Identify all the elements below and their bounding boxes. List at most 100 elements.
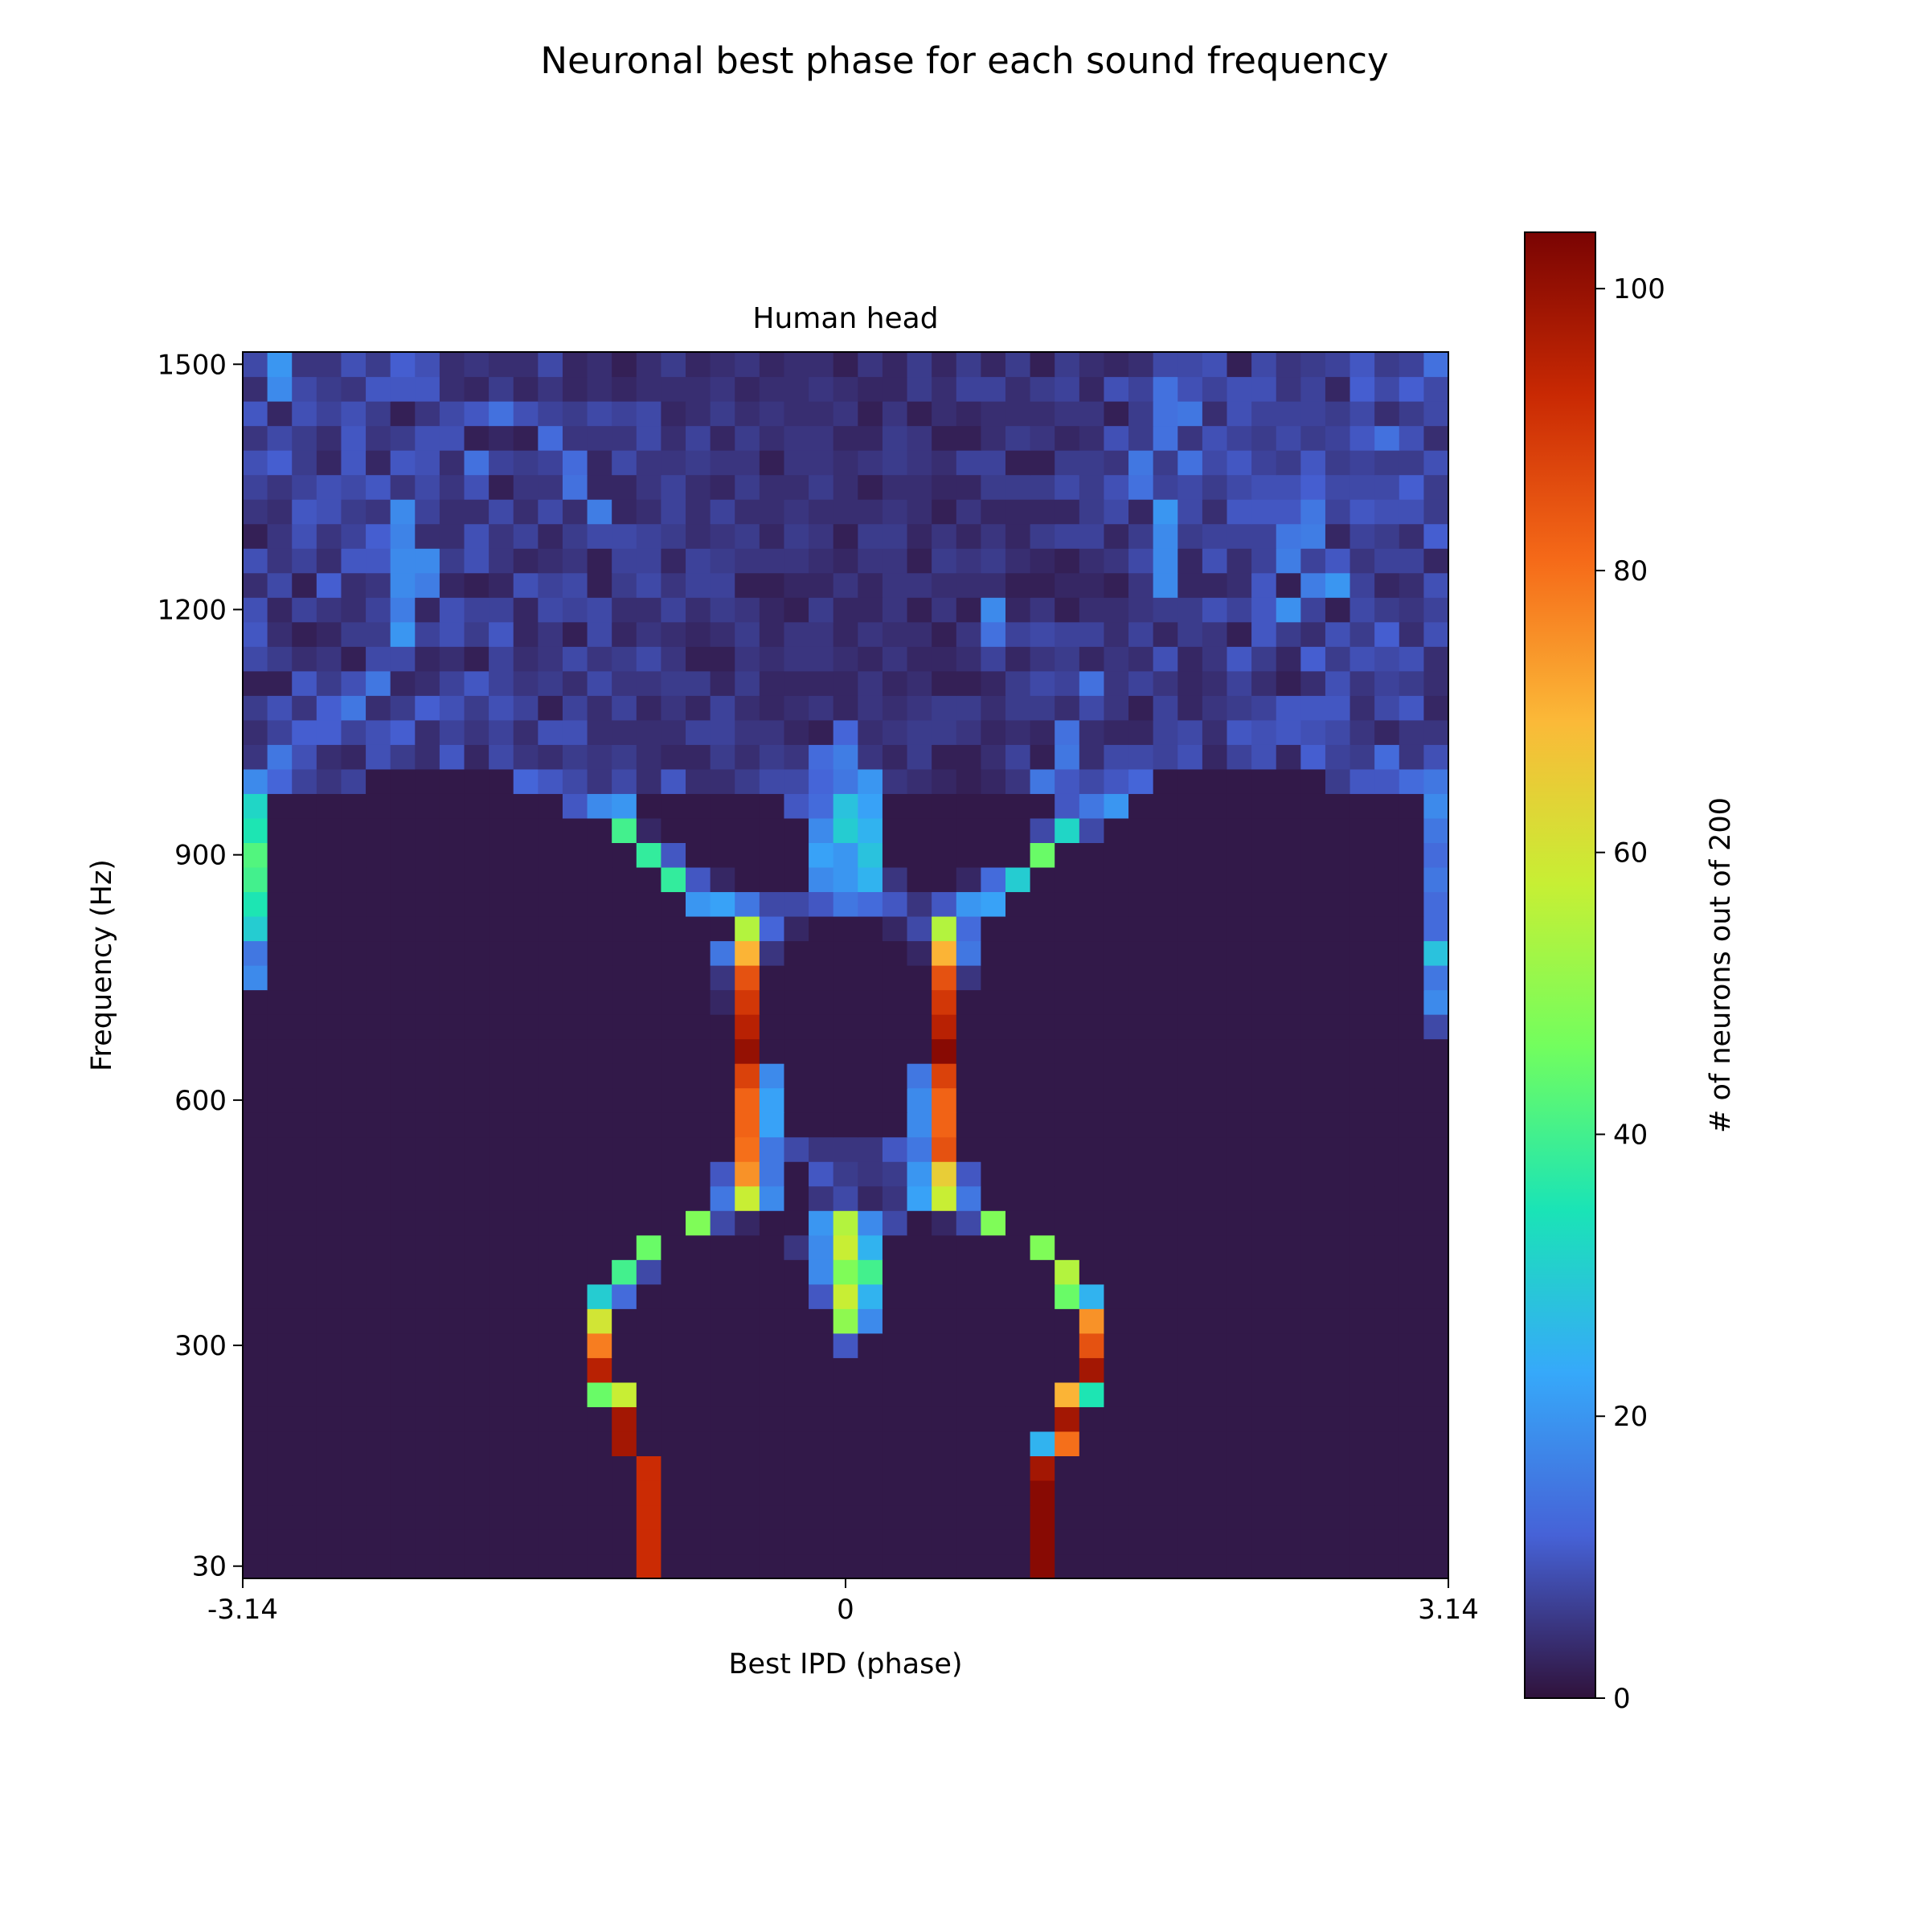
heatmap-cell bbox=[562, 940, 588, 966]
heatmap-cell bbox=[1104, 450, 1129, 476]
heatmap-cell bbox=[710, 1553, 735, 1579]
heatmap-cell bbox=[243, 1161, 268, 1187]
heatmap-cell bbox=[1153, 1185, 1178, 1211]
heatmap-cell bbox=[833, 695, 858, 721]
heatmap-cell bbox=[1349, 572, 1375, 598]
heatmap-cell bbox=[1374, 1381, 1400, 1407]
heatmap-cell bbox=[366, 940, 391, 966]
heatmap-cell bbox=[489, 1553, 514, 1579]
heatmap-cell bbox=[686, 793, 711, 819]
heatmap-cell bbox=[390, 768, 416, 794]
heatmap-cell bbox=[956, 1480, 981, 1506]
heatmap-cell bbox=[562, 1283, 588, 1309]
heatmap-cell bbox=[390, 1553, 416, 1579]
heatmap-cell bbox=[858, 915, 883, 942]
heatmap-cell bbox=[1153, 1283, 1178, 1309]
heatmap-cell bbox=[1128, 474, 1154, 500]
heatmap-cell bbox=[1399, 1185, 1424, 1211]
heatmap-cell bbox=[1177, 1381, 1203, 1407]
heatmap-cell bbox=[1251, 1431, 1277, 1456]
heatmap-cell bbox=[809, 401, 834, 427]
heatmap-cell bbox=[1005, 474, 1031, 500]
heatmap-cell bbox=[636, 1308, 662, 1334]
heatmap-cell bbox=[1055, 474, 1080, 500]
heatmap-cell bbox=[1202, 891, 1228, 917]
heatmap-cell bbox=[661, 1063, 686, 1089]
heatmap-cell bbox=[882, 523, 908, 549]
heatmap-cell bbox=[661, 1038, 686, 1064]
heatmap-cell bbox=[759, 1455, 785, 1481]
heatmap-cell bbox=[562, 474, 588, 500]
heatmap-cell bbox=[759, 989, 785, 1015]
x-tick-label: 0 bbox=[837, 1594, 854, 1626]
heatmap-cell bbox=[292, 940, 317, 966]
heatmap-cell bbox=[612, 548, 637, 574]
heatmap-cell bbox=[1276, 1357, 1301, 1383]
heatmap-cell bbox=[710, 1161, 735, 1187]
heatmap-cell bbox=[1300, 1357, 1326, 1383]
heatmap-cell bbox=[809, 1504, 834, 1530]
heatmap-cell bbox=[784, 1529, 809, 1555]
heatmap-cell bbox=[587, 450, 612, 476]
heatmap-cell bbox=[1423, 1553, 1449, 1579]
heatmap-cell bbox=[1374, 744, 1400, 770]
heatmap-cell bbox=[759, 499, 785, 525]
heatmap-cell bbox=[612, 1431, 637, 1456]
heatmap-cell bbox=[1227, 1136, 1252, 1162]
heatmap-cell bbox=[661, 695, 686, 721]
heatmap-cell bbox=[243, 1308, 268, 1334]
heatmap-cell bbox=[267, 425, 293, 451]
heatmap-cell bbox=[267, 1087, 293, 1113]
heatmap-cell bbox=[858, 1480, 883, 1506]
heatmap-cell bbox=[1423, 1431, 1449, 1456]
heatmap-cell bbox=[292, 744, 317, 770]
heatmap-cell bbox=[981, 940, 1006, 966]
heatmap-cell bbox=[1055, 1504, 1080, 1530]
heatmap-cell bbox=[1423, 965, 1449, 991]
heatmap-cell bbox=[1079, 817, 1105, 843]
heatmap-cell bbox=[1251, 1161, 1277, 1187]
heatmap-cell bbox=[415, 1234, 440, 1260]
heatmap-cell bbox=[1227, 1038, 1252, 1064]
heatmap-cell bbox=[341, 1480, 367, 1506]
y-tick-label: 900 bbox=[174, 840, 227, 872]
heatmap-cell bbox=[390, 572, 416, 598]
heatmap-cell bbox=[1325, 1185, 1351, 1211]
heatmap-cell bbox=[366, 1455, 391, 1481]
heatmap-cell bbox=[1300, 1431, 1326, 1456]
heatmap-cell bbox=[1030, 744, 1055, 770]
heatmap-cell bbox=[1079, 915, 1105, 942]
heatmap-cell bbox=[341, 499, 367, 525]
heatmap-cell bbox=[956, 450, 981, 476]
heatmap-cell bbox=[882, 1406, 908, 1432]
heatmap-cell bbox=[784, 670, 809, 696]
heatmap-cell bbox=[366, 1283, 391, 1309]
heatmap-cell bbox=[882, 1332, 908, 1358]
heatmap-cell bbox=[1423, 1357, 1449, 1383]
heatmap-cell bbox=[1055, 915, 1080, 942]
heatmap-cell bbox=[882, 474, 908, 500]
heatmap-cell bbox=[366, 1406, 391, 1432]
heatmap-cell bbox=[1300, 1161, 1326, 1187]
heatmap-cell bbox=[833, 1234, 858, 1260]
heatmap-cell bbox=[390, 1185, 416, 1211]
heatmap-cell bbox=[1399, 352, 1424, 378]
heatmap-cell bbox=[1202, 621, 1228, 647]
heatmap-cell bbox=[735, 352, 760, 378]
heatmap-cell bbox=[661, 891, 686, 917]
heatmap-cell bbox=[1349, 1210, 1375, 1236]
heatmap-cell bbox=[464, 1014, 489, 1040]
heatmap-cell bbox=[1325, 989, 1351, 1015]
heatmap-cell bbox=[464, 817, 489, 843]
heatmap-cell bbox=[907, 1553, 932, 1579]
heatmap-cell bbox=[710, 352, 735, 378]
heatmap-cell bbox=[1325, 548, 1351, 574]
heatmap-cell bbox=[1423, 793, 1449, 819]
heatmap-cell bbox=[464, 1480, 489, 1506]
heatmap-cell bbox=[956, 768, 981, 794]
heatmap-cell bbox=[686, 425, 711, 451]
heatmap-cell bbox=[1153, 1087, 1178, 1113]
heatmap-cell bbox=[489, 1063, 514, 1089]
x-axis-ticks: -3.14 0 3.14 bbox=[207, 1578, 1479, 1626]
heatmap-cell bbox=[833, 450, 858, 476]
